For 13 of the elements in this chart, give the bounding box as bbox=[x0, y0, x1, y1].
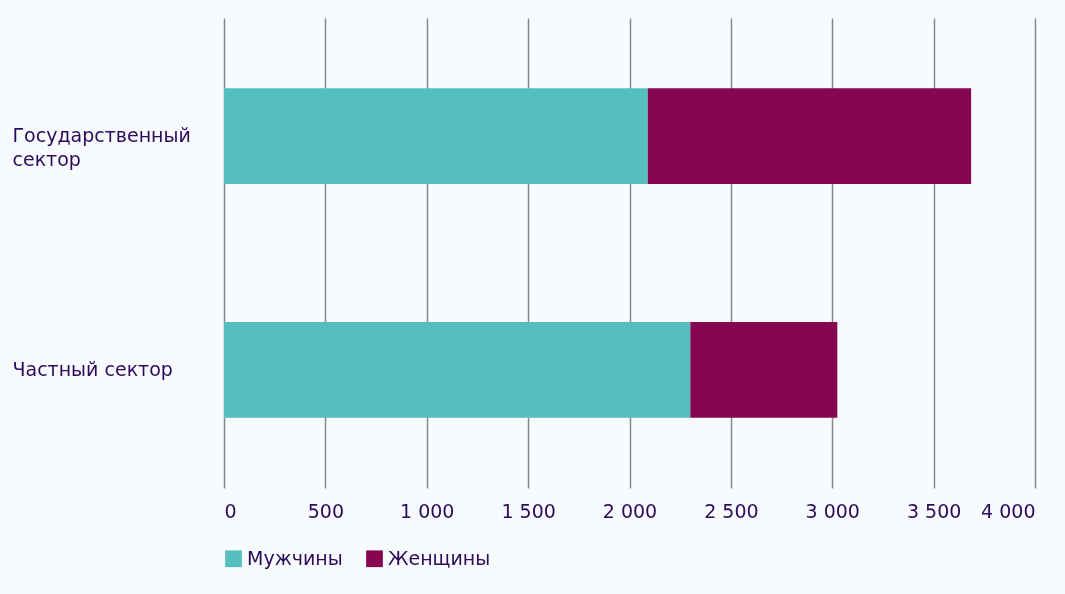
x-tick-label: 1 500 bbox=[501, 499, 556, 522]
legend-label: Мужчины bbox=[247, 546, 343, 569]
x-tick-label: 2 500 bbox=[704, 499, 759, 522]
y-tick-label: Государственный сектор bbox=[12, 124, 191, 171]
x-tick-label: 1 000 bbox=[400, 499, 455, 522]
x-tick-label: 4 000 bbox=[981, 499, 1036, 522]
x-tick-label: 0 bbox=[224, 499, 237, 522]
x-tick-label: 3 000 bbox=[805, 499, 860, 522]
legend-label: Женщины bbox=[388, 546, 491, 569]
x-tick-label: 500 bbox=[307, 499, 345, 522]
y-tick-label: Частный сектор bbox=[12, 357, 173, 380]
x-tick-label: 3 500 bbox=[906, 499, 962, 522]
x-tick-label: 2 000 bbox=[602, 499, 658, 522]
